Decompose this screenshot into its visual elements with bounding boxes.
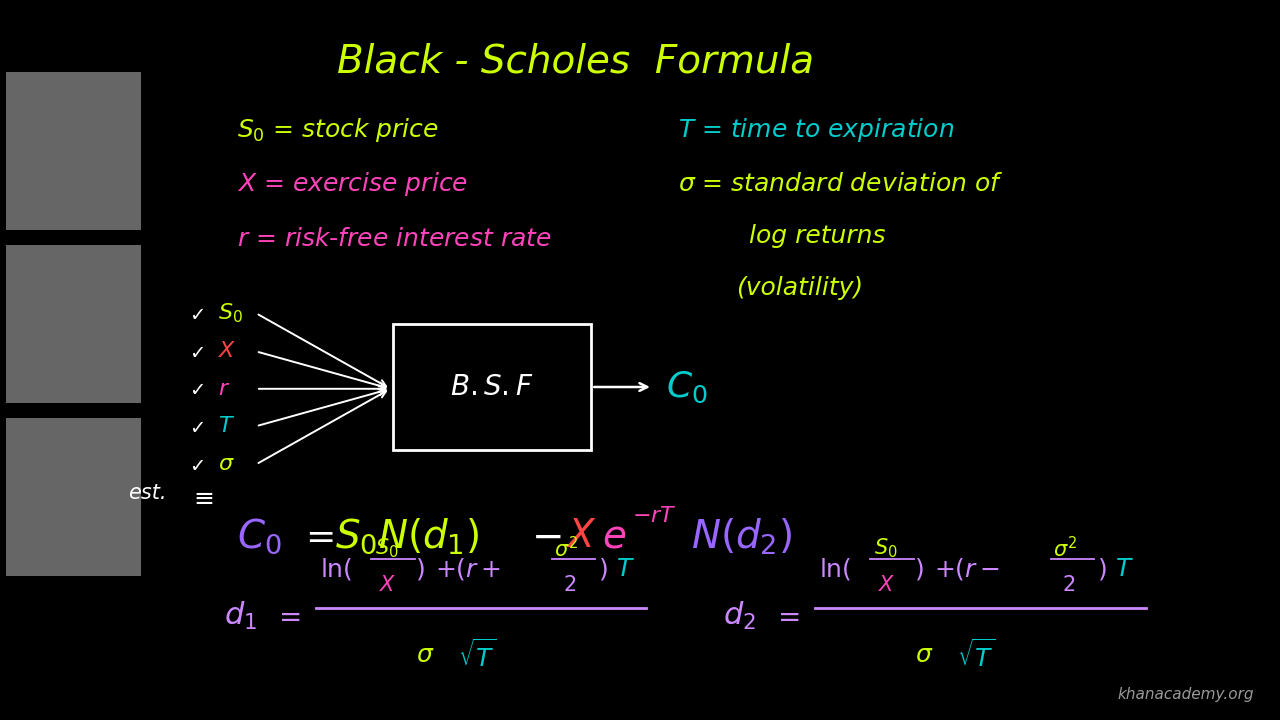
Text: $-rT$: $-rT$ [632, 506, 677, 526]
Bar [393, 324, 591, 450]
Text: $N(d_2)$: $N(d_2)$ [691, 516, 792, 557]
Text: est.: est. [128, 483, 166, 503]
Text: $\sigma$ = standard deviation of: $\sigma$ = standard deviation of [678, 171, 1004, 196]
Text: $=$: $=$ [273, 602, 301, 629]
Text: $B.S.F$: $B.S.F$ [451, 373, 534, 401]
Text: $\sigma$: $\sigma$ [915, 643, 933, 667]
Text: $C_0$: $C_0$ [666, 369, 707, 405]
Text: $\checkmark$: $\checkmark$ [189, 304, 205, 323]
Text: $)$: $)$ [415, 556, 425, 582]
Text: $X$ = exercise price: $X$ = exercise price [237, 170, 467, 197]
Text: $X$: $X$ [878, 575, 896, 595]
Text: $+ (r +$: $+ (r +$ [435, 556, 502, 582]
Text: $)$: $)$ [914, 556, 924, 582]
Text: $=$: $=$ [772, 602, 800, 629]
Text: Black - Scholes  Formula: Black - Scholes Formula [338, 42, 814, 80]
Text: $T$: $T$ [616, 557, 635, 581]
Text: $S_0$: $S_0$ [218, 302, 242, 325]
Text: $=$: $=$ [298, 519, 334, 554]
Text: $r$: $r$ [218, 379, 230, 399]
Text: $2$: $2$ [563, 575, 576, 595]
Text: $\sigma$: $\sigma$ [218, 454, 234, 474]
Text: $)$: $)$ [598, 556, 608, 582]
Text: $r$ = risk-free interest rate: $r$ = risk-free interest rate [237, 227, 552, 251]
Text: $S_0$ = stock price: $S_0$ = stock price [237, 116, 439, 143]
Text: $2$: $2$ [1062, 575, 1075, 595]
Text: $\ln($: $\ln($ [819, 556, 851, 582]
Text: $\sqrt{T}$: $\sqrt{T}$ [458, 639, 497, 672]
Text: $C_0$: $C_0$ [237, 517, 282, 556]
Bar [6, 245, 141, 403]
Text: $\ln($: $\ln($ [320, 556, 352, 582]
Text: $\checkmark$: $\checkmark$ [189, 455, 205, 474]
Text: $\equiv$: $\equiv$ [189, 485, 215, 509]
Text: log returns: log returns [749, 224, 886, 248]
Bar [6, 418, 141, 576]
Text: $\checkmark$: $\checkmark$ [189, 342, 205, 361]
Text: $\sigma$: $\sigma$ [416, 643, 434, 667]
Text: $\checkmark$: $\checkmark$ [189, 379, 205, 398]
Text: $T$ = time to expiration: $T$ = time to expiration [678, 116, 955, 143]
Text: $d_2$: $d_2$ [723, 600, 756, 631]
Text: $+ (r -$: $+ (r -$ [934, 556, 1001, 582]
Text: $)$: $)$ [1097, 556, 1107, 582]
Text: $S_0$: $S_0$ [375, 537, 398, 560]
Text: $X$: $X$ [218, 341, 237, 361]
Text: $S_0 N(d_1)$: $S_0 N(d_1)$ [335, 517, 480, 556]
Text: $-$: $-$ [531, 518, 562, 555]
Text: $X$: $X$ [566, 518, 596, 555]
Text: $e$: $e$ [602, 518, 626, 555]
Text: $\sqrt{T}$: $\sqrt{T}$ [957, 639, 996, 672]
Text: khanacademy.org: khanacademy.org [1117, 687, 1254, 702]
Text: $T$: $T$ [1115, 557, 1134, 581]
Text: $T$: $T$ [218, 416, 234, 436]
Text: $\sigma^2$: $\sigma^2$ [554, 536, 579, 562]
Text: $X$: $X$ [379, 575, 397, 595]
Text: $d_1$: $d_1$ [224, 600, 257, 631]
Text: $\sigma^2$: $\sigma^2$ [1053, 536, 1078, 562]
Bar [6, 72, 141, 230]
Text: $\checkmark$: $\checkmark$ [189, 417, 205, 436]
Text: $S_0$: $S_0$ [874, 537, 897, 560]
Text: (volatility): (volatility) [736, 276, 863, 300]
